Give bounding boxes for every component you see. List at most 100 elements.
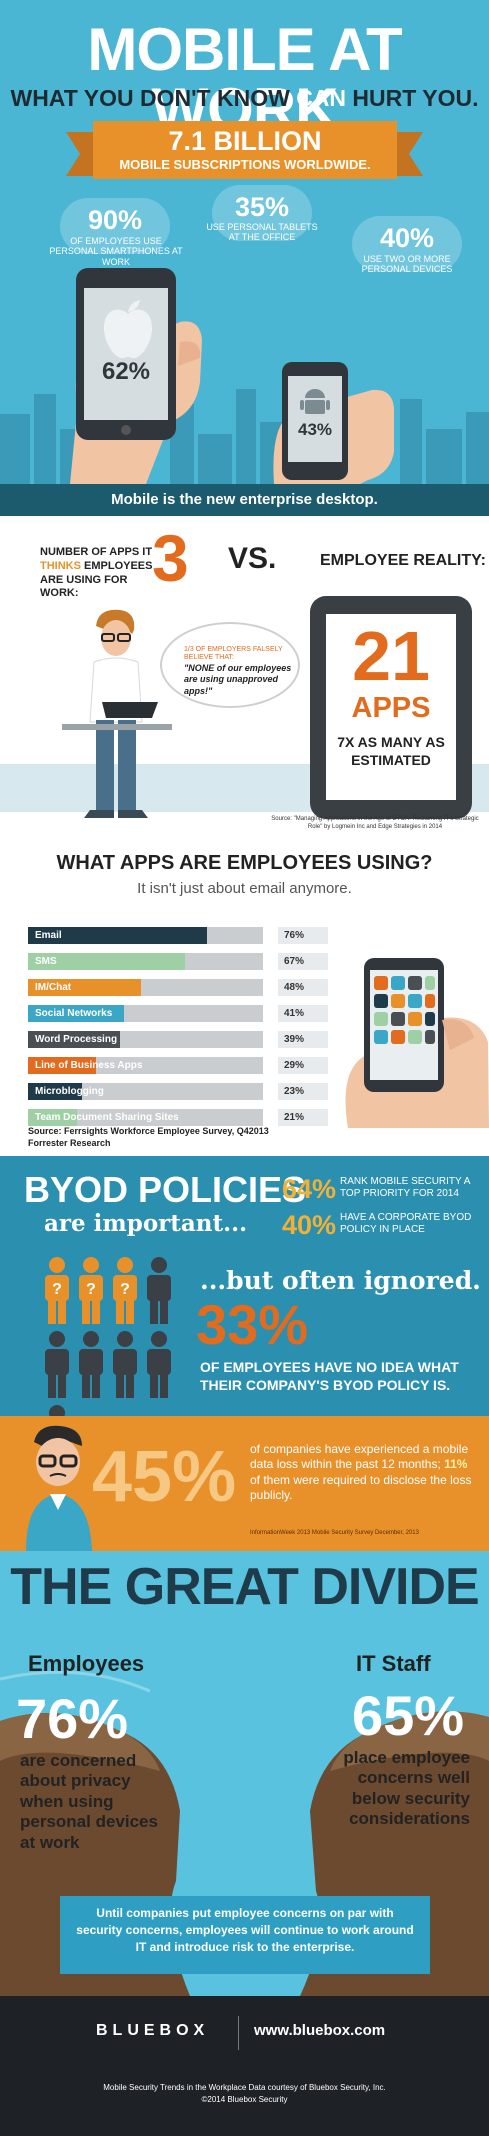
desktop-banner: Mobile is the new enterprise desktop. xyxy=(0,484,489,516)
employee-reality-unit: APPS xyxy=(351,692,431,724)
person-unknown-icon: ? xyxy=(45,1257,69,1324)
cloud-shape xyxy=(60,198,170,254)
hero-section: MOBILE AT WORK WHAT YOU DON'T KNOW CAN H… xyxy=(0,0,489,484)
data-loss-highlight: 11% xyxy=(444,1457,468,1472)
bluebox-logo: BLUEBOX xyxy=(96,2022,210,2039)
svg-text:?: ? xyxy=(52,1281,62,1298)
desktop-banner-text: Mobile is the new enterprise desktop. xyxy=(111,491,378,508)
employee-reality-number: 21 xyxy=(352,617,430,695)
bar xyxy=(28,927,207,944)
unaware-label: OF EMPLOYEES HAVE NO IDEA WHAT THEIR COM… xyxy=(200,1359,459,1393)
byod-title: BYOD POLICIES xyxy=(24,1169,307,1210)
ignored-heading: ...but often ignored. xyxy=(200,1266,481,1295)
chart-title: WHAT APPS ARE EMPLOYEES USING? xyxy=(56,852,433,874)
person-icon xyxy=(147,1331,171,1398)
bubble-stat-label: 1/3 OF EMPLOYERS FALSELY BELIEVE THAT: xyxy=(184,646,283,662)
credit-line-2: ©2014 Bluebox Security xyxy=(201,2095,288,2104)
page-subtitle: WHAT YOU DON'T KNOW CAN HURT YOU. xyxy=(0,87,489,110)
person-unknown-icon: ? xyxy=(113,1257,137,1324)
it-estimate-label: NUMBER OF APPS IT THINKS EMPLOYEES ARE U… xyxy=(40,546,158,601)
website-link[interactable]: www.bluebox.com xyxy=(254,2022,386,2039)
bar xyxy=(28,1109,77,1126)
bar-track xyxy=(28,1109,263,1126)
apple-icon xyxy=(104,300,152,359)
versus-label: VS. xyxy=(228,542,277,575)
bar xyxy=(28,1057,96,1074)
byod-section: BYOD POLICIES are important... 64% RANK … xyxy=(0,1156,489,1416)
employees-label: Employees xyxy=(28,1651,145,1676)
stat-devices-label: USE TWO OR MORE PERSONAL DEVICES xyxy=(361,254,453,275)
bar-value-label: 67% xyxy=(278,953,328,970)
person-icon xyxy=(147,1257,171,1324)
svg-text:?: ? xyxy=(86,1281,96,1298)
stat-smartphones-value: 90% xyxy=(87,205,143,235)
chart-subtitle: It isn't just about email anymore. xyxy=(137,880,352,897)
policy-label: HAVE A CORPORATE BYOD POLICY IN PLACE xyxy=(340,1212,472,1235)
bar-category-label: Microblogging xyxy=(35,1086,104,1097)
it-staff-value: 65% xyxy=(352,1684,465,1747)
data-loss-value: 45% xyxy=(92,1437,237,1517)
person-icon xyxy=(45,1331,69,1398)
bar xyxy=(28,1031,120,1048)
data-loss-text-post: of them were required to disclose the lo… xyxy=(250,1472,472,1503)
bubble-quote: "NONE of our employees are using unappro… xyxy=(184,663,292,696)
cloud-shape xyxy=(352,216,462,272)
android-icon xyxy=(300,389,330,414)
footer: BLUEBOX www.bluebox.com Mobile Security … xyxy=(0,1996,489,2136)
credit-line-1: Mobile Security Trends in the Workplace … xyxy=(103,2083,386,2092)
bar-value-label: 29% xyxy=(278,1057,328,1074)
ribbon-banner xyxy=(93,121,397,179)
bar-category-label: Line of Business Apps xyxy=(35,1060,143,1071)
stat-tablets-value: 35% xyxy=(234,192,290,222)
employees-text: are concerned about privacy when using p… xyxy=(20,1751,158,1852)
bar xyxy=(28,953,185,970)
conclusion-text: Until companies put employee concerns on… xyxy=(76,1906,414,1954)
stat-tablets-label: USE PERSONAL TABLETS AT THE OFFICE xyxy=(206,222,318,243)
apps-compare-section: NUMBER OF APPS IT THINKS EMPLOYEES ARE U… xyxy=(0,516,489,846)
bar xyxy=(28,1005,124,1022)
man-with-laptop-illustration xyxy=(62,609,172,818)
apple-share-value: 62% xyxy=(101,358,151,385)
divide-title: THE GREAT DIVIDE xyxy=(10,1558,479,1616)
person-icon xyxy=(113,1331,137,1398)
employee-reality-label: EMPLOYEE REALITY: xyxy=(320,552,486,569)
bar-category-label: Team Document Sharing Sites xyxy=(35,1112,179,1123)
it-staff-text: place employee concerns well below secur… xyxy=(343,1748,470,1829)
person-icon xyxy=(79,1331,103,1398)
employees-value: 76% xyxy=(16,1687,129,1750)
bar-category-label: IM/Chat xyxy=(35,982,72,993)
bar-value-label: 76% xyxy=(278,927,328,944)
subscriptions-label: MOBILE SUBSCRIPTIONS WORLDWIDE. xyxy=(119,157,371,172)
data-loss-text-pre: of companies have experienced a mobile d… xyxy=(250,1442,469,1472)
bar xyxy=(28,979,141,996)
android-phone-illustration xyxy=(273,362,394,484)
bar-value-label: 48% xyxy=(278,979,328,996)
it-label-thinks: THINKS xyxy=(40,559,81,572)
footer-divider xyxy=(238,2016,239,2050)
subtitle-pre: WHAT YOU DON'T KNOW xyxy=(10,85,297,111)
data-loss-source: InformationWeek 2013 Mobile Security Sur… xyxy=(250,1530,419,1536)
great-divide-section: THE GREAT DIVIDE Employees IT Staff 76% … xyxy=(0,1551,489,1996)
unaware-value: 33% xyxy=(196,1293,309,1356)
subtitle-post: HURT YOU. xyxy=(346,85,479,111)
it-label-post: EMPLOYEES ARE USING FOR WORK: xyxy=(40,559,153,600)
speech-bubble xyxy=(160,622,300,708)
footer-credit: Mobile Security Trends in the Workplace … xyxy=(0,2082,489,2106)
worried-man-illustration xyxy=(26,1425,92,1551)
android-share-value: 43% xyxy=(297,420,333,439)
bar-value-label: 23% xyxy=(278,1083,328,1100)
cloud-shape xyxy=(212,185,312,241)
byod-subtitle: are important... xyxy=(44,1210,248,1237)
multiplier-text: 7X AS MANY AS ESTIMATED xyxy=(337,734,445,768)
bar-category-label: Word Processing xyxy=(35,1034,118,1045)
conclusion-box xyxy=(60,1896,430,1974)
page-title: MOBILE AT WORK xyxy=(87,16,402,143)
policy-value: 40% xyxy=(282,1210,337,1240)
priority-value: 64% xyxy=(282,1174,337,1204)
it-label-pre: NUMBER OF APPS IT xyxy=(40,546,153,558)
apps-compare-source: Source: "Managing Applications in the Ag… xyxy=(271,816,479,830)
svg-text:?: ? xyxy=(120,1281,130,1298)
bar xyxy=(28,1083,82,1100)
it-staff-label: IT Staff xyxy=(356,1651,431,1676)
tablet-screen xyxy=(326,614,456,800)
